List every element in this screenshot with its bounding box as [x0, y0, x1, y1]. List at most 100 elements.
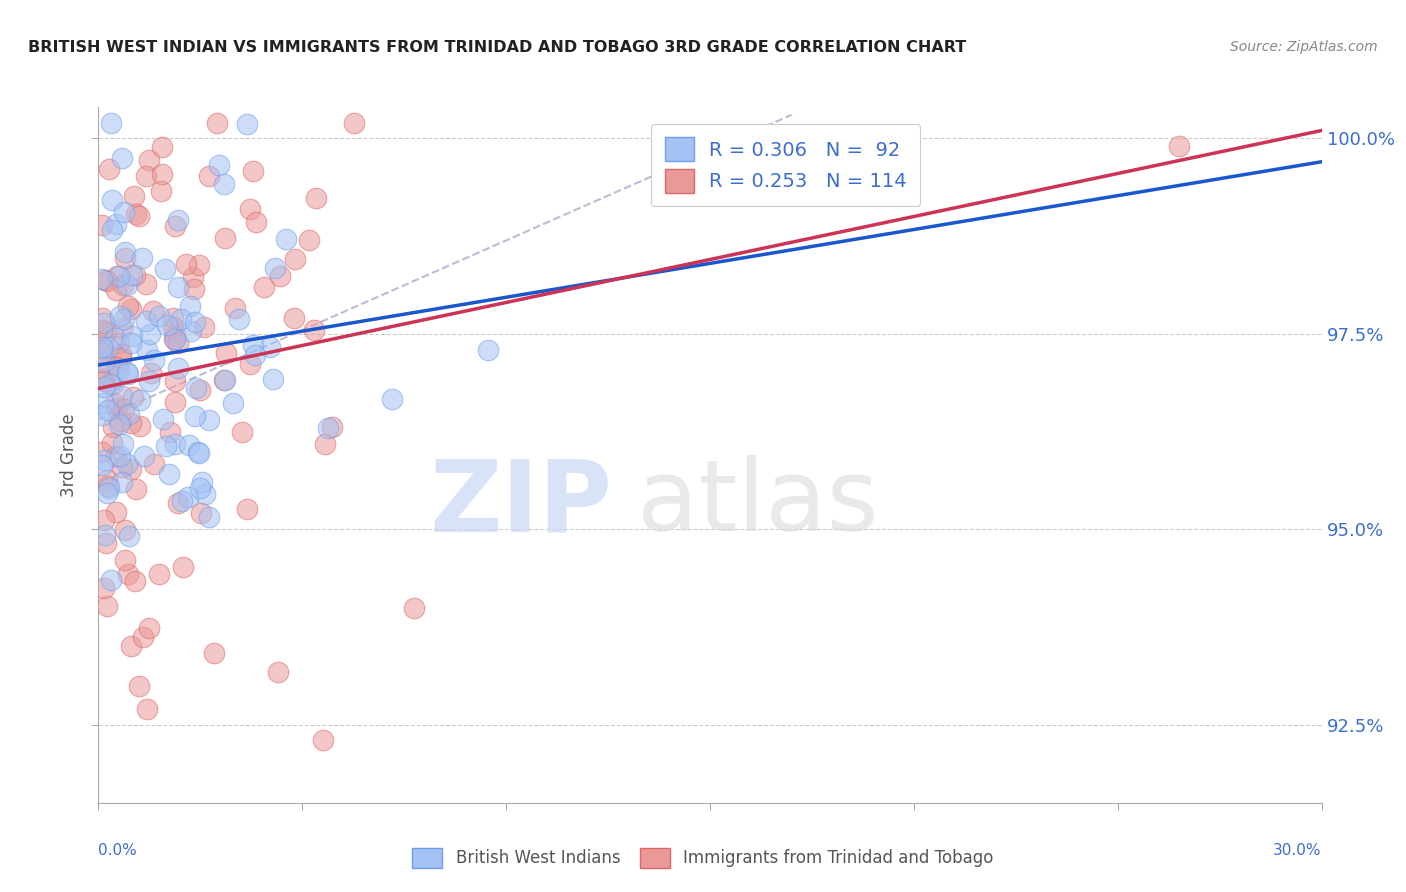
Point — [243, 348, 266, 362]
Point — [91, 458, 114, 472]
Point — [105, 283, 128, 297]
Point — [139, 326, 162, 341]
Point — [120, 462, 142, 476]
Point — [111, 278, 134, 293]
Point — [134, 314, 156, 328]
Point — [165, 395, 187, 409]
Point — [115, 458, 138, 472]
Point — [94, 528, 117, 542]
Point — [112, 205, 135, 219]
Point — [263, 261, 285, 276]
Point — [93, 581, 115, 595]
Point — [122, 188, 145, 202]
Point — [135, 169, 157, 184]
Point — [187, 444, 209, 458]
Point — [177, 438, 200, 452]
Point — [314, 436, 336, 450]
Point — [96, 599, 118, 614]
Point — [242, 338, 264, 352]
Point — [94, 453, 117, 467]
Point — [110, 449, 132, 463]
Point — [152, 412, 174, 426]
Point — [245, 215, 267, 229]
Point — [120, 416, 142, 430]
Point — [165, 374, 187, 388]
Point — [108, 417, 131, 431]
Point — [274, 232, 297, 246]
Point — [93, 355, 115, 369]
Point — [184, 315, 207, 329]
Point — [97, 402, 120, 417]
Point — [108, 414, 131, 428]
Point — [122, 390, 145, 404]
Point — [156, 318, 179, 332]
Point — [198, 509, 221, 524]
Point — [125, 207, 148, 221]
Point — [236, 117, 259, 131]
Point — [157, 467, 180, 481]
Point — [167, 280, 190, 294]
Point — [186, 381, 208, 395]
Point — [205, 116, 228, 130]
Point — [124, 574, 146, 588]
Point — [94, 273, 117, 287]
Legend: R = 0.306   N =  92, R = 0.253   N = 114: R = 0.306 N = 92, R = 0.253 N = 114 — [651, 124, 921, 206]
Point — [91, 272, 114, 286]
Point — [208, 158, 231, 172]
Point — [121, 268, 143, 282]
Point — [118, 407, 141, 421]
Point — [100, 573, 122, 587]
Point — [91, 343, 114, 357]
Point — [167, 496, 190, 510]
Point — [120, 301, 142, 316]
Point — [125, 482, 148, 496]
Point — [262, 372, 284, 386]
Point — [239, 202, 262, 217]
Point — [148, 566, 170, 581]
Point — [101, 420, 124, 434]
Point — [128, 679, 150, 693]
Point — [93, 374, 115, 388]
Point — [100, 116, 122, 130]
Point — [283, 311, 305, 326]
Point — [179, 299, 201, 313]
Point — [143, 457, 166, 471]
Point — [236, 502, 259, 516]
Point — [149, 184, 172, 198]
Point — [128, 209, 150, 223]
Point — [191, 475, 214, 490]
Point — [110, 389, 132, 403]
Point — [253, 280, 276, 294]
Text: BRITISH WEST INDIAN VS IMMIGRANTS FROM TRINIDAD AND TOBAGO 3RD GRADE CORRELATION: BRITISH WEST INDIAN VS IMMIGRANTS FROM T… — [28, 40, 966, 55]
Point — [128, 393, 150, 408]
Point — [162, 310, 184, 325]
Point — [100, 193, 122, 207]
Point — [135, 343, 157, 357]
Point — [188, 259, 211, 273]
Point — [188, 446, 211, 460]
Point — [101, 223, 124, 237]
Point — [97, 341, 120, 355]
Point — [312, 733, 335, 747]
Point — [111, 475, 134, 489]
Point — [242, 164, 264, 178]
Point — [129, 419, 152, 434]
Point — [105, 269, 128, 284]
Point — [93, 317, 115, 331]
Point — [259, 339, 281, 353]
Point — [91, 323, 114, 337]
Point — [96, 536, 118, 550]
Point — [194, 487, 217, 501]
Point — [105, 449, 128, 463]
Point — [114, 245, 136, 260]
Point — [124, 268, 146, 282]
Point — [214, 373, 236, 387]
Point — [139, 367, 162, 381]
Point — [101, 376, 124, 391]
Point — [138, 153, 160, 167]
Point — [188, 383, 211, 397]
Point — [183, 282, 205, 296]
Text: 0.0%: 0.0% — [98, 843, 138, 858]
Point — [193, 320, 215, 334]
Point — [150, 167, 173, 181]
